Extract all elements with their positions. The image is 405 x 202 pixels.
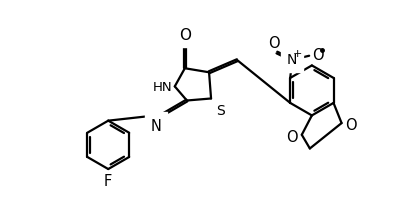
Text: N: N (150, 118, 161, 133)
Text: O: O (267, 36, 279, 51)
Text: O: O (286, 129, 297, 144)
Text: +: + (292, 49, 301, 59)
Text: HN: HN (153, 80, 173, 93)
Text: F: F (103, 173, 111, 188)
Text: S: S (215, 103, 224, 117)
Text: O: O (179, 27, 190, 42)
Text: O: O (311, 48, 323, 63)
Text: O: O (345, 118, 356, 133)
Text: N: N (286, 53, 297, 67)
